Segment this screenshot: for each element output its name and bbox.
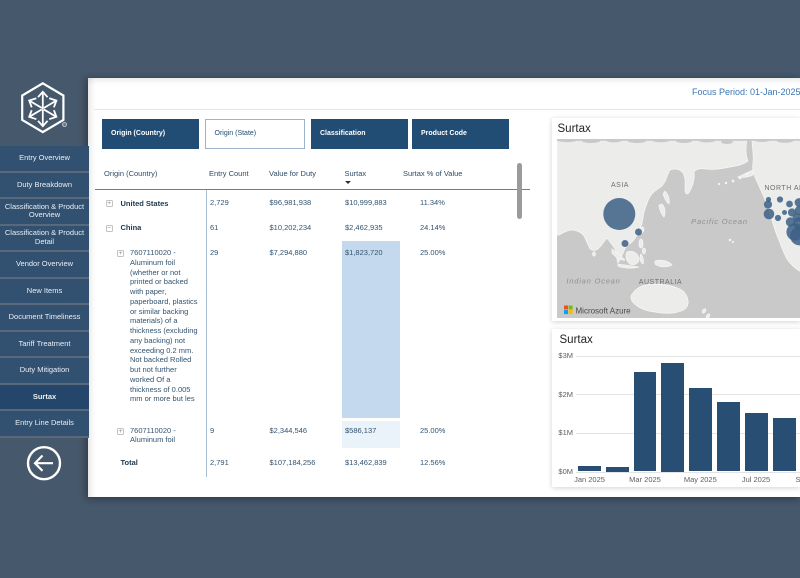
svg-text:R: R [63,123,66,127]
svg-text:Indian Ocean: Indian Ocean [566,276,620,285]
svg-text:AUSTRALIA: AUSTRALIA [638,279,681,286]
svg-text:Pacific Ocean: Pacific Ocean [691,217,748,226]
svg-text:ASIA: ASIA [611,182,629,189]
svg-text:Microsoft Azure: Microsoft Azure [575,306,631,315]
svg-text:NORTH AMERICA: NORTH AMERICA [764,185,800,192]
